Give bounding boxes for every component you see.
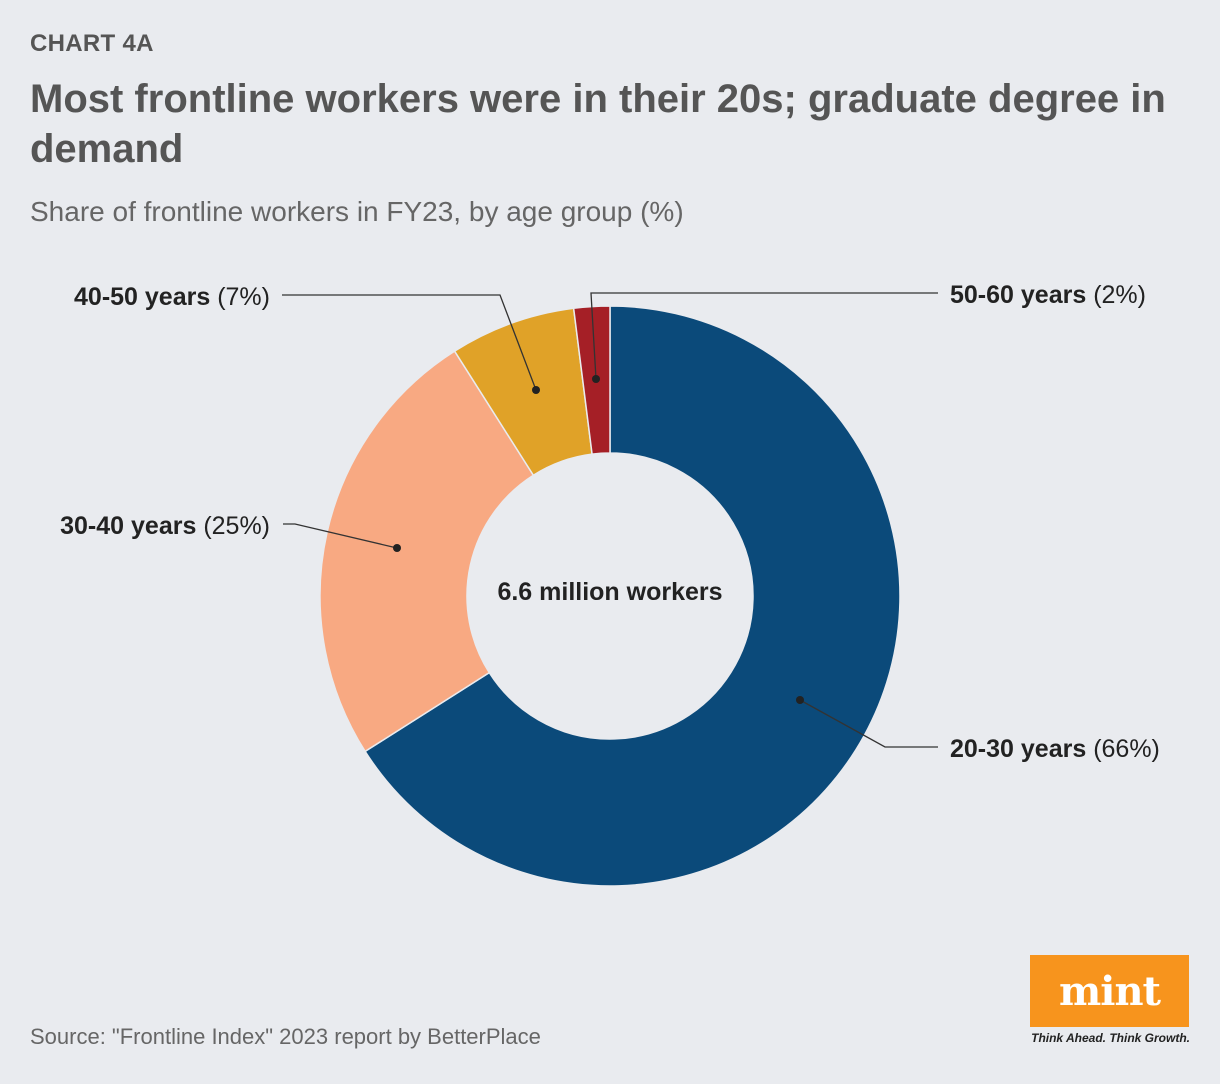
mint-logo: mint Think Ahead. Think Growth.	[1030, 955, 1190, 1045]
leader-dot	[393, 544, 401, 552]
slice-label-category: 20-30 years	[950, 735, 1093, 763]
chart-kicker: CHART 4A	[30, 30, 154, 57]
slice-label-category: 40-50 years	[74, 283, 217, 311]
slice-label: 20-30 years (66%)	[950, 735, 1160, 763]
slice-label: 40-50 years (7%)	[74, 283, 270, 311]
leader-dot	[532, 386, 540, 394]
slice-label: 30-40 years (25%)	[60, 512, 270, 540]
slice-label-value: (25%)	[203, 512, 270, 540]
leader-dot	[796, 696, 804, 704]
slice-20-30-years	[364, 305, 901, 887]
center-label: 6.6 million workers	[497, 578, 722, 606]
slice-label-category: 50-60 years	[950, 281, 1093, 309]
logo-wordmark: mint	[1058, 967, 1161, 1015]
leader-line	[590, 292, 938, 380]
logo-box: mint	[1030, 955, 1189, 1027]
slice-label: 50-60 years (2%)	[950, 281, 1146, 309]
source-note: Source: "Frontline Index" 2023 report by…	[30, 1024, 541, 1049]
slice-label-value: (66%)	[1093, 735, 1160, 763]
leader-dot	[592, 375, 600, 383]
slice-label-value: (2%)	[1093, 281, 1146, 309]
slice-50-60-years	[572, 305, 611, 455]
slice-label-category: 30-40 years	[60, 512, 203, 540]
chart-title: Most frontline workers were in their 20s…	[30, 77, 1166, 171]
chart-subtitle: Share of frontline workers in FY23, by a…	[30, 196, 684, 227]
leader-line	[799, 699, 938, 748]
slice-label-value: (7%)	[217, 283, 270, 311]
slice-30-40-years	[319, 350, 535, 753]
leader-line	[283, 523, 398, 549]
logo-tagline: Think Ahead. Think Growth.	[1031, 1031, 1190, 1045]
leader-line	[282, 294, 537, 391]
